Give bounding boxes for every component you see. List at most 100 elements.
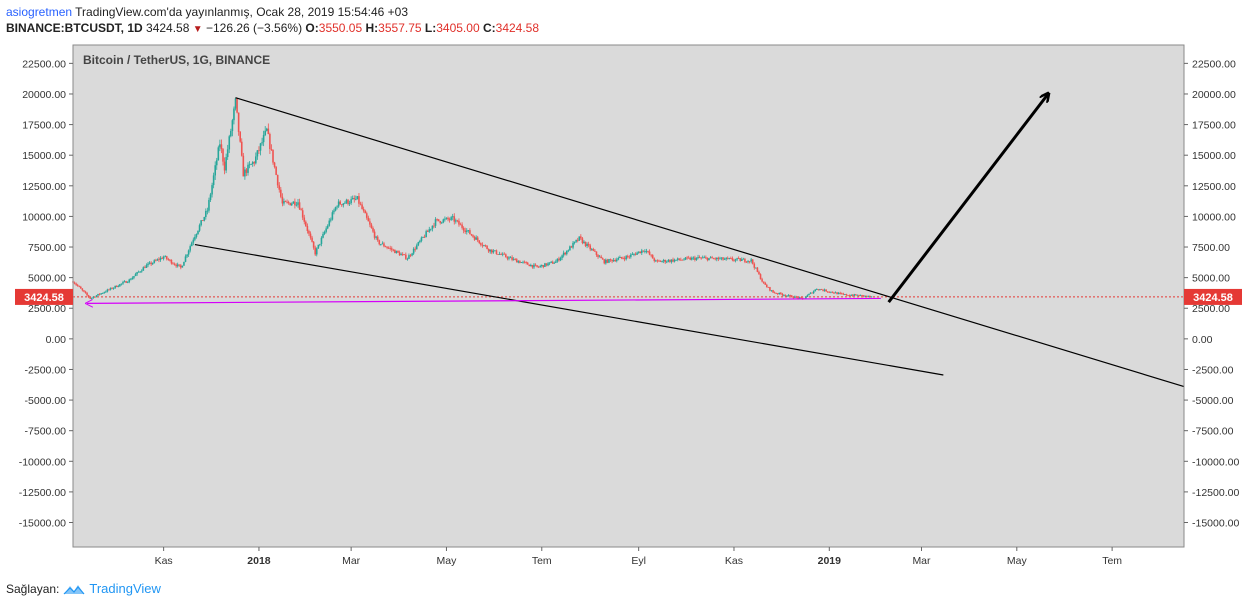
candle-body [809,292,812,294]
candle-body [287,202,290,203]
candle-body [440,222,443,224]
candle-body [458,220,460,225]
candle-body [776,293,779,295]
candle-body [380,244,382,245]
candle-body [536,265,538,267]
candle-body [198,225,201,231]
ohlc-line: BINANCE:BTCUSDT, 1D 3424.58 ▼ −126.26 (−… [6,20,539,38]
candle-body [115,285,118,287]
candle-body [431,225,434,229]
candle-body [369,221,371,225]
candle-body [240,141,243,156]
candle-body [483,245,485,247]
candle-body [119,284,121,287]
candle-body [411,253,413,256]
candle-body [780,292,782,294]
candle-body [322,233,324,238]
candle-body [459,224,462,226]
candle-body [250,164,252,165]
down-triangle-icon: ▼ [192,24,203,35]
candle-body [617,258,620,260]
candle-body [748,261,751,262]
y-tick-label-left: -10000.00 [19,456,66,468]
x-tick-label: Kas [725,555,743,567]
candle-body [673,259,676,262]
candle-body [592,249,595,251]
candle-body [567,250,570,252]
candle-body [826,291,829,293]
candle-body [315,248,318,255]
candle-body [561,255,563,258]
candle-body [587,243,590,246]
y-tick-label-right: 5000.00 [1192,273,1230,285]
candle-body [78,285,81,287]
candle-body [464,230,467,232]
candle-body [394,249,396,254]
candle-body [155,260,157,262]
candle-body [708,258,710,261]
candle-body [828,291,831,293]
candle-body [728,258,731,259]
candle-body [186,254,188,257]
candle-body [184,256,187,262]
candle-body [100,293,102,295]
candle-body [509,257,512,259]
author-link[interactable]: asiogretmen [6,5,73,19]
candle-body [714,258,717,260]
candle-body [575,239,577,242]
candle-body [294,201,296,206]
candle-body [689,257,692,260]
candle-body [759,274,762,280]
candle-body [830,291,832,293]
y-tick-label-left: 7500.00 [28,242,66,254]
candle-body [600,256,602,259]
candle-body [590,249,593,250]
candle-body [344,202,346,204]
y-tick-label-left: -2500.00 [25,364,67,376]
candle-body [701,257,704,259]
candle-body [775,293,777,294]
candle-body [183,261,185,266]
provided-by-label: Sağlayan: [6,582,60,596]
candle-body [678,258,681,260]
candle-body [436,219,438,221]
candle-body [686,257,688,259]
candle-body [528,264,531,267]
plot-area[interactable] [73,45,1184,547]
publish-info: TradingView.com'da yayınlanmış, Ocak 28,… [75,5,409,19]
candle-body [125,281,127,283]
candle-body [158,259,160,261]
candle-body [523,261,526,263]
candle-body [819,289,821,290]
open-value: 3550.05 [318,21,363,35]
candle-body [542,265,545,267]
candle-body [831,291,834,293]
candle-body [550,261,552,263]
candle-body [292,201,295,204]
candle-body [825,289,827,292]
candle-body [589,245,592,250]
x-tick-label: 2018 [247,555,271,567]
candle-body [733,260,735,261]
candle-body [381,243,384,245]
candle-body [525,262,527,263]
candle-body [655,260,657,262]
candle-body [761,279,763,282]
candle-body [420,237,423,241]
candle-body [489,249,492,252]
tradingview-brand-link[interactable]: TradingView [89,581,161,596]
candle-body [562,252,565,256]
candle-body [90,297,93,299]
candle-body [787,295,790,296]
candle-body [167,259,170,260]
candle-body [87,295,90,298]
candle-body [86,292,88,296]
candle-body [573,241,576,243]
candle-body [697,257,699,258]
price-change: −126.26 (−3.56%) [206,21,303,35]
y-tick-label-right: 7500.00 [1192,242,1230,254]
candle-body [95,295,98,298]
candle-body [367,217,370,222]
candle-body [840,293,843,295]
